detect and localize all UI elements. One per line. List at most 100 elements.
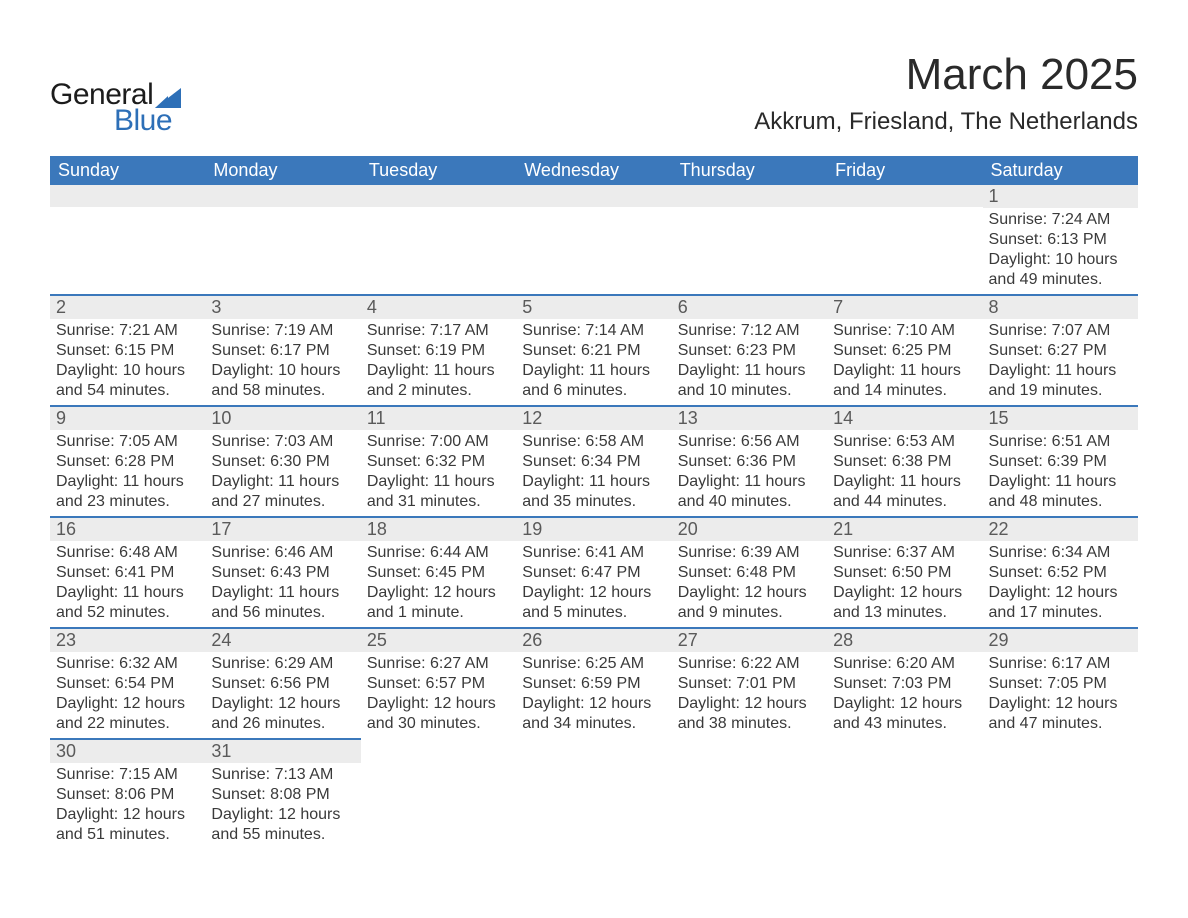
sunset-text: Sunset: 6:56 PM bbox=[211, 674, 354, 694]
day-number: 31 bbox=[205, 740, 360, 763]
day-details: Sunrise: 7:05 AMSunset: 6:28 PMDaylight:… bbox=[50, 430, 205, 516]
sunset-text: Sunset: 6:36 PM bbox=[678, 452, 821, 472]
calendar-week-row: 16Sunrise: 6:48 AMSunset: 6:41 PMDayligh… bbox=[50, 517, 1138, 628]
weekday-header: Saturday bbox=[983, 156, 1138, 185]
day-details: Sunrise: 6:29 AMSunset: 6:56 PMDaylight:… bbox=[205, 652, 360, 738]
calendar-day-cell: 8Sunrise: 7:07 AMSunset: 6:27 PMDaylight… bbox=[983, 295, 1138, 406]
weekday-header: Friday bbox=[827, 156, 982, 185]
day-details: Sunrise: 6:20 AMSunset: 7:03 PMDaylight:… bbox=[827, 652, 982, 738]
day-number: 15 bbox=[983, 407, 1138, 430]
header: General Blue March 2025 Akkrum, Frieslan… bbox=[50, 50, 1138, 138]
day-number: 20 bbox=[672, 518, 827, 541]
day-number: 28 bbox=[827, 629, 982, 652]
day-details: Sunrise: 6:17 AMSunset: 7:05 PMDaylight:… bbox=[983, 652, 1138, 738]
sunset-text: Sunset: 6:57 PM bbox=[367, 674, 510, 694]
sunset-text: Sunset: 6:38 PM bbox=[833, 452, 976, 472]
sunset-text: Sunset: 6:28 PM bbox=[56, 452, 199, 472]
calendar-day-cell: 17Sunrise: 6:46 AMSunset: 6:43 PMDayligh… bbox=[205, 517, 360, 628]
sunset-text: Sunset: 6:45 PM bbox=[367, 563, 510, 583]
calendar-day-cell: 9Sunrise: 7:05 AMSunset: 6:28 PMDaylight… bbox=[50, 406, 205, 517]
calendar-day-cell: 27Sunrise: 6:22 AMSunset: 7:01 PMDayligh… bbox=[672, 628, 827, 739]
sunrise-text: Sunrise: 6:53 AM bbox=[833, 432, 976, 452]
calendar-day-cell: 1Sunrise: 7:24 AMSunset: 6:13 PMDaylight… bbox=[983, 185, 1138, 295]
day-number: 4 bbox=[361, 296, 516, 319]
day-number bbox=[672, 739, 827, 761]
sunrise-text: Sunrise: 7:17 AM bbox=[367, 321, 510, 341]
sunset-text: Sunset: 6:15 PM bbox=[56, 341, 199, 361]
sunrise-text: Sunrise: 7:21 AM bbox=[56, 321, 199, 341]
daylight-text: Daylight: 12 hours and 26 minutes. bbox=[211, 694, 354, 734]
day-details: Sunrise: 6:34 AMSunset: 6:52 PMDaylight:… bbox=[983, 541, 1138, 627]
calendar-day-cell: 18Sunrise: 6:44 AMSunset: 6:45 PMDayligh… bbox=[361, 517, 516, 628]
day-number bbox=[516, 739, 671, 761]
day-details: Sunrise: 7:07 AMSunset: 6:27 PMDaylight:… bbox=[983, 319, 1138, 405]
sunrise-text: Sunrise: 6:46 AM bbox=[211, 543, 354, 563]
calendar-day-cell: 10Sunrise: 7:03 AMSunset: 6:30 PMDayligh… bbox=[205, 406, 360, 517]
day-number bbox=[361, 739, 516, 761]
daylight-text: Daylight: 11 hours and 52 minutes. bbox=[56, 583, 199, 623]
calendar-day-cell bbox=[50, 185, 205, 295]
day-number: 13 bbox=[672, 407, 827, 430]
day-details: Sunrise: 7:13 AMSunset: 8:08 PMDaylight:… bbox=[205, 763, 360, 849]
daylight-text: Daylight: 11 hours and 14 minutes. bbox=[833, 361, 976, 401]
calendar-day-cell: 19Sunrise: 6:41 AMSunset: 6:47 PMDayligh… bbox=[516, 517, 671, 628]
calendar-day-cell bbox=[983, 739, 1138, 849]
daylight-text: Daylight: 12 hours and 55 minutes. bbox=[211, 805, 354, 845]
calendar-day-cell: 5Sunrise: 7:14 AMSunset: 6:21 PMDaylight… bbox=[516, 295, 671, 406]
calendar-day-cell bbox=[516, 739, 671, 849]
sunrise-text: Sunrise: 7:15 AM bbox=[56, 765, 199, 785]
day-details bbox=[361, 207, 516, 285]
sunset-text: Sunset: 6:52 PM bbox=[989, 563, 1132, 583]
sunset-text: Sunset: 6:27 PM bbox=[989, 341, 1132, 361]
day-details: Sunrise: 7:15 AMSunset: 8:06 PMDaylight:… bbox=[50, 763, 205, 849]
calendar-day-cell: 12Sunrise: 6:58 AMSunset: 6:34 PMDayligh… bbox=[516, 406, 671, 517]
daylight-text: Daylight: 12 hours and 1 minute. bbox=[367, 583, 510, 623]
daylight-text: Daylight: 11 hours and 27 minutes. bbox=[211, 472, 354, 512]
calendar-week-row: 2Sunrise: 7:21 AMSunset: 6:15 PMDaylight… bbox=[50, 295, 1138, 406]
daylight-text: Daylight: 12 hours and 5 minutes. bbox=[522, 583, 665, 623]
location: Akkrum, Friesland, The Netherlands bbox=[754, 108, 1138, 136]
day-details bbox=[672, 207, 827, 285]
logo-text-blue: Blue bbox=[114, 104, 172, 138]
calendar-week-row: 23Sunrise: 6:32 AMSunset: 6:54 PMDayligh… bbox=[50, 628, 1138, 739]
sunrise-text: Sunrise: 7:12 AM bbox=[678, 321, 821, 341]
sunrise-text: Sunrise: 6:44 AM bbox=[367, 543, 510, 563]
daylight-text: Daylight: 11 hours and 10 minutes. bbox=[678, 361, 821, 401]
day-details: Sunrise: 6:56 AMSunset: 6:36 PMDaylight:… bbox=[672, 430, 827, 516]
weekday-header: Thursday bbox=[672, 156, 827, 185]
weekday-header: Monday bbox=[205, 156, 360, 185]
daylight-text: Daylight: 11 hours and 56 minutes. bbox=[211, 583, 354, 623]
calendar-day-cell bbox=[672, 739, 827, 849]
day-number: 3 bbox=[205, 296, 360, 319]
sunrise-text: Sunrise: 6:51 AM bbox=[989, 432, 1132, 452]
day-details bbox=[361, 761, 516, 839]
day-number: 23 bbox=[50, 629, 205, 652]
day-number bbox=[672, 185, 827, 207]
daylight-text: Daylight: 11 hours and 6 minutes. bbox=[522, 361, 665, 401]
calendar-day-cell: 15Sunrise: 6:51 AMSunset: 6:39 PMDayligh… bbox=[983, 406, 1138, 517]
day-number bbox=[205, 185, 360, 207]
calendar-day-cell bbox=[516, 185, 671, 295]
daylight-text: Daylight: 11 hours and 31 minutes. bbox=[367, 472, 510, 512]
sunrise-text: Sunrise: 6:20 AM bbox=[833, 654, 976, 674]
sunrise-text: Sunrise: 7:24 AM bbox=[989, 210, 1132, 230]
calendar-day-cell: 3Sunrise: 7:19 AMSunset: 6:17 PMDaylight… bbox=[205, 295, 360, 406]
day-number: 5 bbox=[516, 296, 671, 319]
day-details: Sunrise: 7:00 AMSunset: 6:32 PMDaylight:… bbox=[361, 430, 516, 516]
sunset-text: Sunset: 6:41 PM bbox=[56, 563, 199, 583]
day-details: Sunrise: 7:21 AMSunset: 6:15 PMDaylight:… bbox=[50, 319, 205, 405]
day-number: 24 bbox=[205, 629, 360, 652]
daylight-text: Daylight: 12 hours and 9 minutes. bbox=[678, 583, 821, 623]
calendar-day-cell: 24Sunrise: 6:29 AMSunset: 6:56 PMDayligh… bbox=[205, 628, 360, 739]
daylight-text: Daylight: 10 hours and 54 minutes. bbox=[56, 361, 199, 401]
day-number: 21 bbox=[827, 518, 982, 541]
sunrise-text: Sunrise: 6:22 AM bbox=[678, 654, 821, 674]
daylight-text: Daylight: 11 hours and 44 minutes. bbox=[833, 472, 976, 512]
sunrise-text: Sunrise: 6:41 AM bbox=[522, 543, 665, 563]
day-number: 10 bbox=[205, 407, 360, 430]
sunrise-text: Sunrise: 6:34 AM bbox=[989, 543, 1132, 563]
sunset-text: Sunset: 6:19 PM bbox=[367, 341, 510, 361]
calendar-day-cell: 13Sunrise: 6:56 AMSunset: 6:36 PMDayligh… bbox=[672, 406, 827, 517]
daylight-text: Daylight: 11 hours and 19 minutes. bbox=[989, 361, 1132, 401]
day-details: Sunrise: 6:32 AMSunset: 6:54 PMDaylight:… bbox=[50, 652, 205, 738]
